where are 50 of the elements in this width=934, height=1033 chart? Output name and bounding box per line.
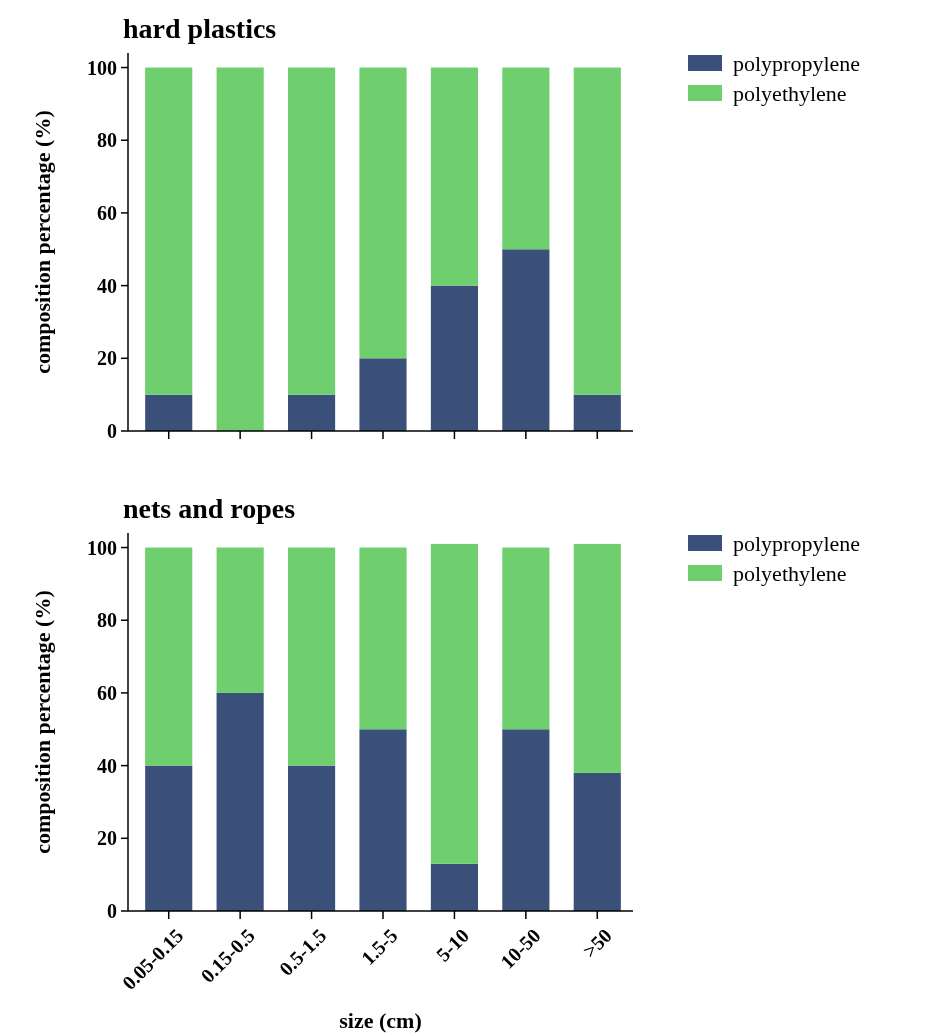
y-tick-label: 0 [107, 900, 117, 922]
chart-title: nets and ropes [123, 493, 296, 524]
bar [430, 543, 478, 864]
y-tick-label: 60 [97, 201, 117, 224]
legend-label: polyethylene [733, 560, 847, 586]
bar [573, 67, 621, 395]
bar [502, 729, 550, 911]
bar [573, 394, 621, 431]
y-tick-label: 80 [97, 609, 117, 632]
bar [145, 394, 193, 431]
bar [216, 692, 264, 911]
bar [145, 765, 193, 911]
bar [502, 67, 550, 250]
y-tick-label: 100 [87, 56, 117, 79]
bar [288, 394, 336, 431]
bar [145, 67, 193, 395]
bar [430, 67, 478, 286]
y-axis-title: composition percentage (%) [30, 110, 55, 374]
x-axis-title: size (cm) [339, 1008, 422, 1033]
legend-label: polyethylene [733, 80, 847, 106]
bar [359, 358, 407, 431]
y-tick-label: 40 [97, 274, 117, 297]
y-tick-label: 100 [87, 536, 117, 559]
x-tick-label: 5-10 [431, 924, 474, 966]
y-tick-label: 20 [97, 347, 117, 370]
bar [359, 67, 407, 359]
legend-label: polypropylene [733, 50, 861, 76]
bar [145, 547, 193, 766]
y-tick-label: 80 [97, 129, 117, 152]
bar [288, 765, 336, 911]
bar [359, 729, 407, 911]
y-axis-title: composition percentage (%) [30, 590, 55, 854]
y-tick-label: 60 [97, 681, 117, 704]
bar [430, 285, 478, 431]
bar [502, 547, 550, 730]
legend-label: polypropylene [733, 530, 861, 556]
bar [288, 67, 336, 395]
bar [573, 543, 621, 773]
bar [216, 67, 264, 431]
y-tick-label: 20 [97, 827, 117, 850]
x-tick-label: >50 [578, 924, 617, 962]
bar [288, 547, 336, 766]
chart-title: hard plastics [123, 13, 277, 44]
bar [430, 863, 478, 911]
bar [573, 772, 621, 911]
bar [216, 547, 264, 693]
bar [359, 547, 407, 730]
y-tick-label: 0 [107, 420, 117, 442]
bar [502, 249, 550, 431]
y-tick-label: 40 [97, 754, 117, 777]
